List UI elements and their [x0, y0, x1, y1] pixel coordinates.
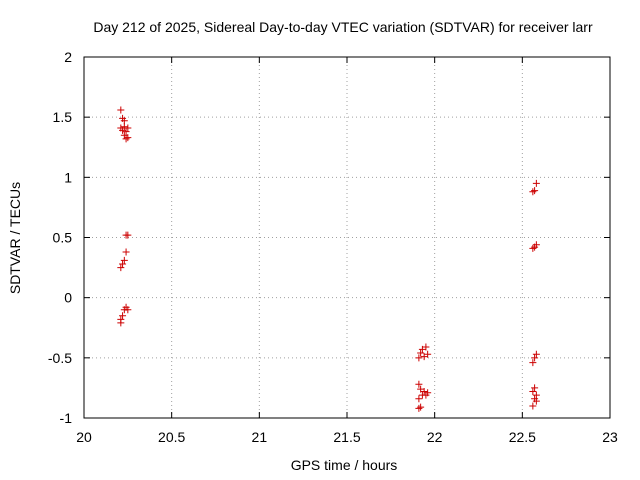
data-point — [124, 134, 132, 142]
data-point — [422, 343, 430, 351]
data-point — [420, 388, 428, 396]
data-point — [117, 264, 125, 272]
y-tick-label: 1 — [64, 169, 72, 185]
data-point — [532, 179, 540, 187]
y-tick-labels: -1 -0.5 0 0.5 1 1.5 2 — [48, 49, 72, 426]
data-point — [117, 106, 125, 114]
data-point — [120, 117, 128, 125]
data-point — [119, 260, 127, 268]
y-tick-label: 0 — [64, 290, 72, 306]
data-point — [531, 187, 539, 195]
data-point — [531, 384, 539, 392]
x-axis-label: GPS time / hours — [291, 457, 398, 473]
data-point — [532, 391, 540, 399]
data-point — [417, 349, 425, 357]
y-tick-label: -0.5 — [48, 350, 72, 366]
x-tick-label: 21.5 — [333, 429, 360, 445]
data-point — [120, 123, 128, 131]
data-point — [415, 404, 423, 412]
grid-lines — [84, 57, 610, 418]
y-axis-label: SDTVAR / TECUs — [7, 182, 23, 294]
data-point — [120, 256, 128, 264]
x-tick-label: 22 — [427, 429, 443, 445]
data-point — [124, 124, 132, 132]
data-points — [117, 106, 540, 412]
y-tick-label: 1.5 — [53, 109, 73, 125]
data-point — [424, 350, 432, 358]
x-tick-label: 20.5 — [158, 429, 185, 445]
data-point — [529, 244, 537, 252]
x-tick-label: 21 — [252, 429, 268, 445]
data-point — [418, 391, 426, 399]
x-tick-labels: 20 20.5 21 21.5 22 22.5 23 — [76, 429, 618, 445]
data-point — [119, 312, 127, 320]
x-tick-label: 23 — [602, 429, 618, 445]
data-point — [420, 353, 428, 361]
data-point — [122, 128, 130, 136]
data-point — [120, 131, 128, 139]
data-point — [122, 135, 130, 143]
x-tick-label: 20 — [76, 429, 92, 445]
data-point — [529, 402, 537, 410]
data-point — [529, 359, 537, 367]
data-point — [124, 231, 132, 239]
y-tick-label: 0.5 — [53, 230, 73, 246]
y-tick-label: 2 — [64, 49, 72, 65]
data-point — [119, 126, 127, 134]
plot-frame — [83, 56, 611, 419]
y-tick-label: -1 — [60, 410, 73, 426]
data-point — [122, 248, 130, 256]
chart-title: Day 212 of 2025, Sidereal Day-to-day VTE… — [93, 19, 593, 35]
x-tick-label: 22.5 — [509, 429, 536, 445]
data-point — [529, 388, 537, 396]
data-point — [531, 354, 539, 362]
data-point — [417, 385, 425, 393]
data-point — [529, 188, 537, 196]
data-point — [532, 397, 540, 405]
data-point — [117, 319, 125, 327]
data-point — [531, 243, 539, 251]
data-point — [415, 354, 423, 362]
data-point — [415, 380, 423, 388]
data-point — [415, 395, 423, 403]
data-point — [532, 350, 540, 358]
data-point — [417, 403, 425, 411]
data-point — [418, 345, 426, 353]
data-point — [120, 306, 128, 314]
